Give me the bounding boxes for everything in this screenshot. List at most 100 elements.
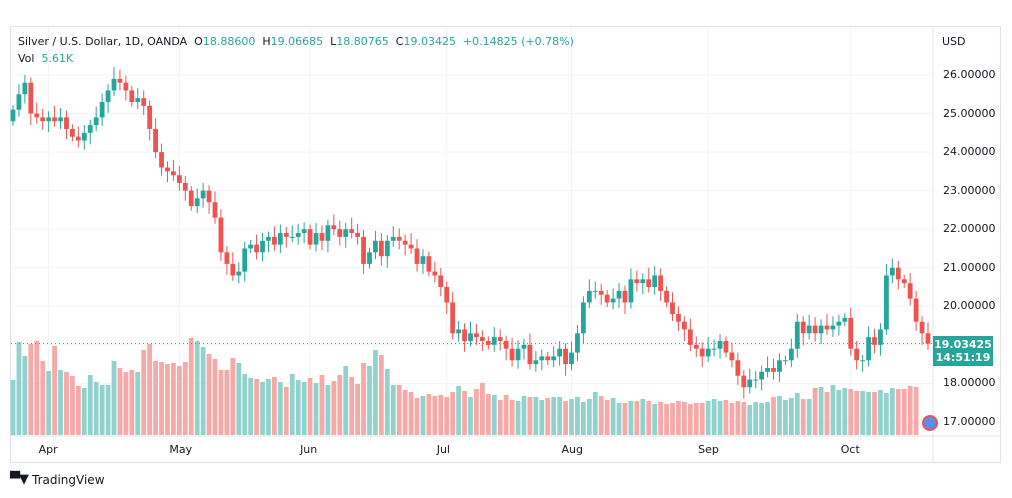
volume-bar — [70, 376, 75, 435]
candle-body — [723, 340, 729, 353]
tradingview-logo-icon: ▀▼ — [10, 472, 29, 487]
candle-body — [652, 275, 658, 288]
volume-bar — [75, 386, 81, 435]
volume-bar — [783, 400, 788, 435]
candle-body — [741, 375, 747, 388]
volume-bar — [854, 391, 860, 435]
candle-body — [545, 356, 551, 361]
volume-bar — [806, 399, 812, 435]
volume-bar — [456, 386, 462, 435]
candle-body — [212, 202, 218, 218]
candle-body — [408, 244, 414, 249]
candle-body — [283, 233, 289, 237]
tradingview-brand[interactable]: ▀▼ TradingView — [10, 472, 105, 487]
volume-bar — [889, 388, 895, 435]
volume-bar — [830, 385, 836, 435]
volume-bar — [408, 392, 414, 435]
volume-bar — [729, 403, 735, 435]
volume-bar — [628, 401, 634, 435]
volume-bar — [557, 397, 563, 435]
volume-bar — [794, 393, 800, 435]
volume-bar — [907, 386, 913, 435]
volume-bar — [895, 389, 901, 435]
candle-body — [812, 325, 818, 334]
volume-bar — [503, 395, 509, 435]
volume-bar — [16, 342, 22, 435]
candle-body — [343, 229, 349, 237]
volume-bar — [40, 361, 46, 435]
candle-body — [878, 329, 883, 345]
candle-body — [313, 233, 319, 245]
candle-body — [919, 321, 925, 334]
volume-bar — [717, 401, 723, 435]
candle-body — [159, 152, 164, 168]
low-value: 18.80765 — [336, 35, 389, 48]
volume-bar — [64, 372, 69, 435]
volume-bar — [604, 400, 610, 435]
volume-bar — [129, 370, 135, 435]
candle-body — [491, 337, 497, 345]
volume-bar — [331, 381, 337, 435]
candle-body — [711, 348, 717, 350]
candle-body — [224, 252, 230, 264]
volume-bar — [194, 341, 200, 435]
candle-body — [497, 337, 503, 341]
price-tick-label: 25.00000 — [943, 106, 996, 120]
volume-bar — [699, 403, 705, 435]
volume-bar — [414, 398, 420, 435]
volume-bar — [147, 344, 153, 435]
volume-bar — [592, 392, 598, 435]
volume-bar — [218, 370, 224, 435]
volume-bar — [569, 399, 574, 435]
volume-bar — [46, 371, 52, 435]
candle-body — [563, 348, 568, 365]
volume-bar — [224, 370, 230, 435]
volume-bar — [610, 398, 616, 435]
volume-bar — [230, 358, 236, 435]
open-value: 18.88600 — [202, 35, 256, 48]
volume-bar — [818, 387, 824, 435]
candle-body — [872, 337, 877, 345]
candle-body — [842, 317, 848, 322]
volume-bar — [747, 405, 753, 435]
candle-body — [355, 233, 361, 237]
candle-body — [260, 240, 265, 253]
candle-body — [93, 117, 99, 126]
candle-body — [640, 279, 646, 284]
candle-body — [670, 302, 675, 315]
candle-body — [307, 229, 313, 245]
volume-bar — [58, 370, 63, 435]
bar-countdown: 14:51:19 — [935, 350, 991, 364]
volume-legend: Vol 5.61K — [18, 52, 73, 65]
candle-body — [693, 344, 699, 349]
candle-body — [485, 340, 491, 345]
volume-bar — [117, 368, 123, 435]
currency-unit: USD — [942, 35, 966, 48]
candle-body — [664, 290, 669, 303]
volume-bar — [10, 380, 16, 435]
volume-bar — [81, 388, 87, 435]
volume-bar — [396, 385, 402, 435]
volume-bar — [277, 382, 283, 435]
volume-bar — [206, 354, 212, 435]
volume-bar — [551, 397, 557, 435]
volume-bar — [378, 355, 384, 435]
time-tick-label: Jul — [436, 443, 450, 456]
candle-body — [117, 78, 123, 83]
volume-bar — [34, 341, 40, 435]
volume-bar — [52, 346, 57, 435]
time-tick-label: May — [169, 443, 193, 456]
candle-body — [806, 325, 812, 334]
volume-bar — [842, 388, 848, 435]
candle-body — [925, 333, 931, 344]
volume-bar — [87, 375, 93, 435]
candle-body — [509, 348, 515, 361]
volume-bar — [361, 363, 366, 435]
volume-bar — [390, 385, 396, 435]
volume-bar — [693, 403, 699, 435]
candle-body — [81, 132, 87, 141]
candle-body — [230, 263, 236, 276]
candle-body — [105, 90, 111, 102]
price-tick-label: 23.00000 — [943, 183, 996, 197]
